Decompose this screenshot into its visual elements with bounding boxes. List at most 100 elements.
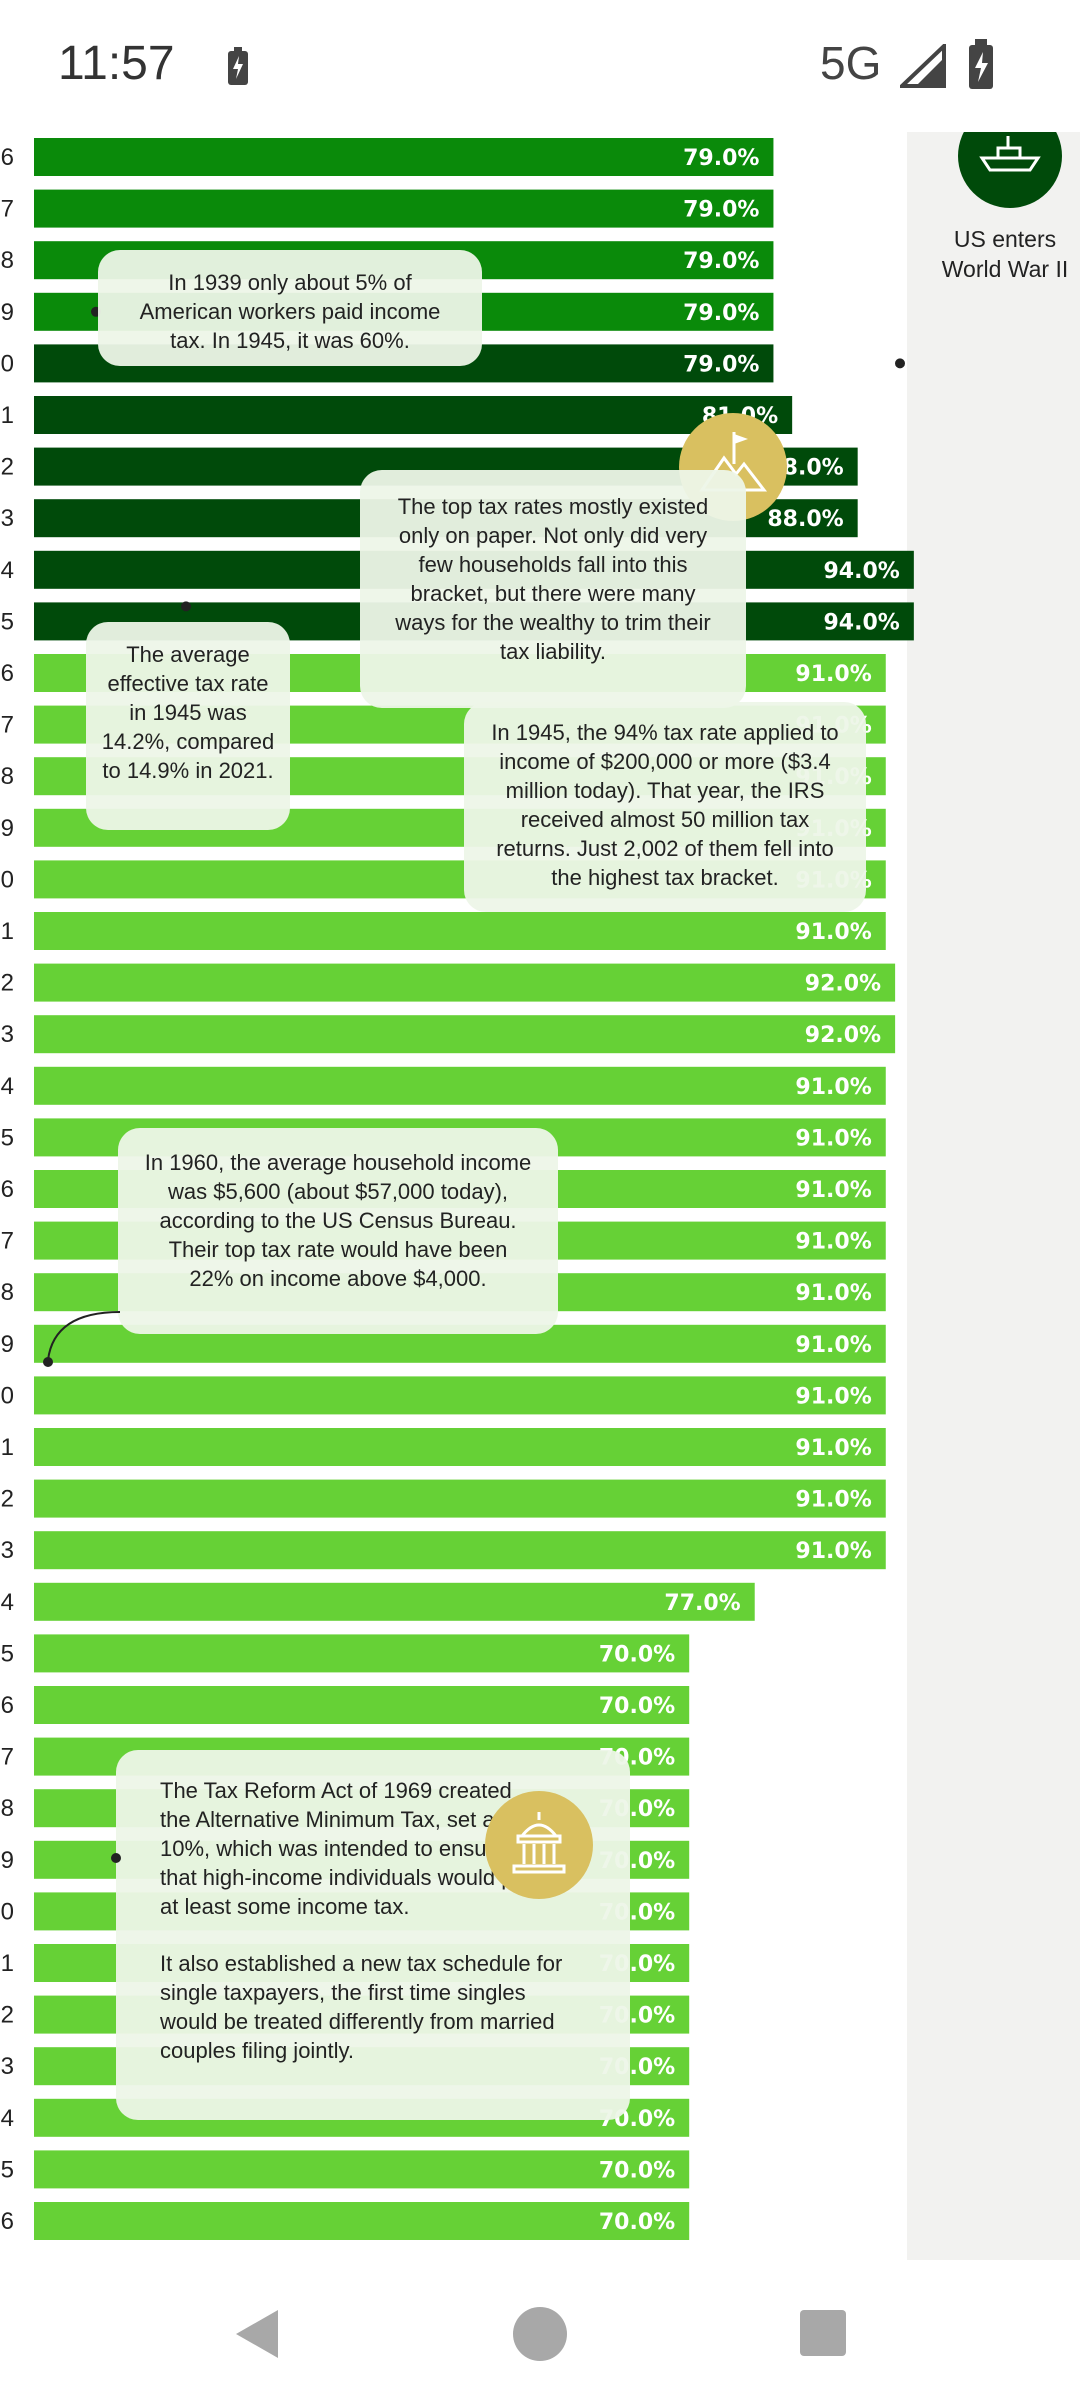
category-label: 3 <box>1 2053 14 2080</box>
category-label: 5 <box>1 2156 14 2183</box>
bar <box>34 1376 886 1415</box>
bar-value-label: 70.0% <box>599 2158 675 2183</box>
note-1960: In 1960, the average household income wa… <box>118 1128 558 1334</box>
category-label: 6 <box>1 660 14 687</box>
bar-value-label: 92.0% <box>805 972 881 997</box>
category-label: 8 <box>1 247 14 274</box>
category-label: 4 <box>1 557 14 584</box>
navigation-bar <box>0 2260 1080 2400</box>
bar-value-label: 91.0% <box>795 1230 871 1255</box>
category-label: 8 <box>1 1279 14 1306</box>
category-label: 1 <box>1 402 14 429</box>
category-label: 4 <box>1 2105 14 2132</box>
bar <box>34 138 774 176</box>
bar-value-label: 91.0% <box>795 1384 871 1409</box>
category-label: 0 <box>1 350 14 377</box>
back-button[interactable] <box>232 2306 282 2362</box>
category-label: 9 <box>1 299 14 326</box>
bar <box>34 963 896 1002</box>
category-label: 0 <box>1 866 14 893</box>
bar-value-label: 91.0% <box>795 1539 871 1564</box>
bar-value-label: 91.0% <box>795 1488 871 1513</box>
home-button[interactable] <box>510 2304 570 2364</box>
category-label: 2 <box>1 454 14 481</box>
bar-value-label: 91.0% <box>795 920 871 945</box>
chart-side-panel <box>907 132 1080 2260</box>
note-1969-dot <box>111 1853 121 1863</box>
bar-value-label: 70.0% <box>599 2210 675 2235</box>
network-type: 5G <box>820 37 882 89</box>
bar <box>34 1531 886 1570</box>
bar <box>34 189 774 228</box>
category-label: 3 <box>1 505 14 532</box>
category-label: 4 <box>1 1073 14 1100</box>
battery-charging-icon <box>228 47 248 85</box>
category-label: 0 <box>1 1382 14 1409</box>
annotation-dot <box>181 601 191 612</box>
category-label: 1 <box>1 1950 14 1977</box>
bar <box>34 1479 886 1518</box>
note-1969: The Tax Reform Act of 1969 created the A… <box>116 1750 630 2120</box>
bar-value-label: 79.0% <box>683 198 759 223</box>
note-1945: In 1945, the 94% tax rate applied to inc… <box>464 702 866 912</box>
world-war-connector <box>895 292 1015 412</box>
bar <box>34 2150 690 2189</box>
category-label: 0 <box>1 1898 14 1925</box>
bar <box>34 1066 886 1105</box>
bar-value-label: 70.0% <box>599 1642 675 1667</box>
bar <box>34 396 793 434</box>
bar <box>34 1686 690 1724</box>
battery-icon <box>969 39 993 89</box>
category-label: 9 <box>1 1331 14 1358</box>
bar-value-label: 70.0% <box>599 1694 675 1719</box>
category-label: 6 <box>1 2208 14 2235</box>
category-label: 8 <box>1 1795 14 1822</box>
bar-value-label: 91.0% <box>795 1436 871 1461</box>
bar-value-label: 79.0% <box>683 352 759 377</box>
category-label: 4 <box>1 1589 14 1616</box>
bar <box>34 2202 690 2240</box>
status-time: 11:57 <box>58 37 175 90</box>
note-1960-connector <box>43 1311 121 1367</box>
category-label: 7 <box>1 1744 14 1771</box>
bar-value-label: 92.0% <box>805 1023 881 1048</box>
annotation-dot <box>895 358 905 369</box>
bar <box>34 1582 755 1621</box>
category-label: 9 <box>1 815 14 842</box>
signal-icon <box>900 44 946 88</box>
category-label: 1 <box>1 1434 14 1461</box>
tax-rate-chart: 679.0%779.0%879.0%979.0%079.0%181.0%288.… <box>0 132 1080 2260</box>
bar-value-label: 94.0% <box>824 610 900 635</box>
note-effective-tax-rate: The average effective tax rate in 1945 w… <box>86 622 290 830</box>
note-top-rates: The top tax rates mostly existed only on… <box>360 470 746 708</box>
bar <box>34 1015 896 1054</box>
category-label: 3 <box>1 1537 14 1564</box>
bar-value-label: 91.0% <box>795 1281 871 1306</box>
category-label: 1 <box>1 918 14 945</box>
category-label: 7 <box>1 1228 14 1255</box>
bar-value-label: 94.0% <box>824 559 900 584</box>
recents-button[interactable] <box>798 2308 848 2358</box>
bar-value-label: 91.0% <box>795 662 871 687</box>
category-label: 7 <box>1 196 14 223</box>
ship-icon <box>958 132 1062 208</box>
category-label: 9 <box>1 1847 14 1874</box>
status-bar: 11:57 5G <box>0 0 1080 130</box>
category-label: 8 <box>1 763 14 790</box>
bar-value-label: 88.0% <box>767 507 843 532</box>
category-label: 7 <box>1 712 14 739</box>
category-label: 5 <box>1 1124 14 1151</box>
bar-value-label: 77.0% <box>664 1591 740 1616</box>
bar-value-label: 79.0% <box>683 301 759 326</box>
bar <box>34 1634 690 1673</box>
category-label: 3 <box>1 1021 14 1048</box>
capitol-building-icon <box>485 1791 593 1899</box>
bar-value-label: 91.0% <box>795 1075 871 1100</box>
bar <box>34 912 886 950</box>
category-label: 6 <box>1 1692 14 1719</box>
bar-value-label: 91.0% <box>795 1178 871 1203</box>
category-label: 6 <box>1 144 14 171</box>
bar-value-label: 79.0% <box>683 249 759 274</box>
note-1939: In 1939 only about 5% of American worker… <box>98 250 482 366</box>
bar <box>34 1428 886 1466</box>
